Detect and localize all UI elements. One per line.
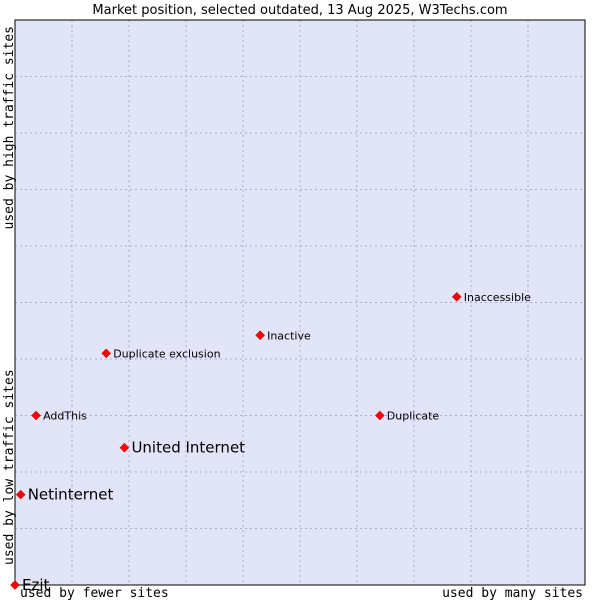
data-point-label: Duplicate bbox=[387, 410, 440, 423]
x-axis-label-left: used by fewer sites bbox=[20, 586, 169, 600]
grid-lines bbox=[15, 20, 585, 585]
data-point-marker bbox=[374, 410, 385, 421]
plot-border bbox=[14, 19, 586, 586]
y-axis-label-bottom: used by low traffic sites bbox=[2, 369, 17, 565]
data-point-marker bbox=[101, 348, 112, 359]
data-point-marker bbox=[31, 410, 41, 421]
x-axis-label-right: used by many sites bbox=[442, 586, 583, 600]
data-point-label: AddThis bbox=[43, 410, 87, 423]
data-points: Inaccessible Inactive Duplicate exclusion A… bbox=[10, 291, 531, 594]
data-point-label: Inaccessible bbox=[464, 291, 531, 304]
data-point-label: United Internet bbox=[131, 439, 245, 457]
chart-title: Market position, selected outdated, 13 A… bbox=[92, 3, 507, 18]
y-axis-label-top: used by high traffic sites bbox=[2, 26, 17, 230]
data-point-marker bbox=[451, 291, 462, 302]
data-point-label: Ezit bbox=[22, 576, 50, 594]
data-point-marker bbox=[255, 330, 265, 341]
data-point-label: Netinternet bbox=[28, 486, 114, 504]
data-point-label: Duplicate exclusion bbox=[113, 347, 220, 360]
data-point-marker bbox=[10, 580, 20, 590]
data-point-label: Inactive bbox=[267, 329, 311, 342]
data-point-marker bbox=[119, 442, 130, 453]
data-point-marker bbox=[15, 489, 26, 500]
